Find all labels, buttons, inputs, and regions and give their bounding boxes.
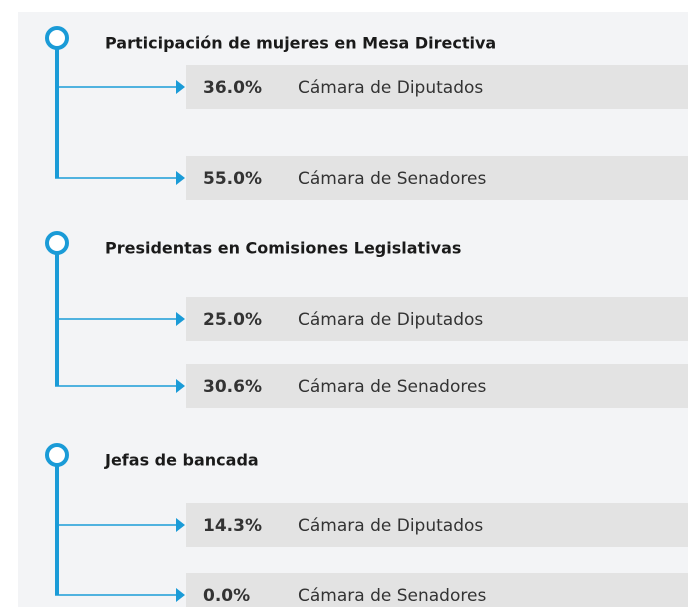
chamber: Cámara de Diputados (298, 78, 483, 98)
chamber: Cámara de Senadores (298, 377, 486, 397)
chamber: Cámara de Diputados (298, 310, 483, 330)
value: 0.0% (203, 586, 250, 606)
arrow (176, 518, 185, 532)
arrow (176, 171, 185, 185)
value: 36.0% (203, 78, 262, 98)
value: 30.6% (203, 377, 262, 397)
chamber: Cámara de Diputados (298, 516, 483, 536)
row-bar (186, 297, 688, 341)
section-title: Jefas de bancada (104, 451, 259, 470)
row-bar (186, 65, 688, 109)
chamber: Cámara de Senadores (298, 169, 486, 189)
section-marker (45, 443, 69, 467)
arrow (176, 80, 185, 94)
arrow (176, 312, 185, 326)
value: 14.3% (203, 516, 262, 536)
section-title: Participación de mujeres en Mesa Directi… (105, 34, 496, 53)
arrow (176, 379, 185, 393)
row-bar (186, 364, 688, 408)
chamber: Cámara de Senadores (298, 586, 486, 606)
section-title: Presidentas en Comisiones Legislativas (105, 239, 461, 258)
value: 25.0% (203, 310, 262, 330)
row-bar (186, 573, 688, 607)
row-bar (186, 503, 688, 547)
arrow (176, 588, 185, 602)
value: 55.0% (203, 169, 262, 189)
row-bar (186, 156, 688, 200)
section-marker (45, 231, 69, 255)
section-marker (45, 26, 69, 50)
